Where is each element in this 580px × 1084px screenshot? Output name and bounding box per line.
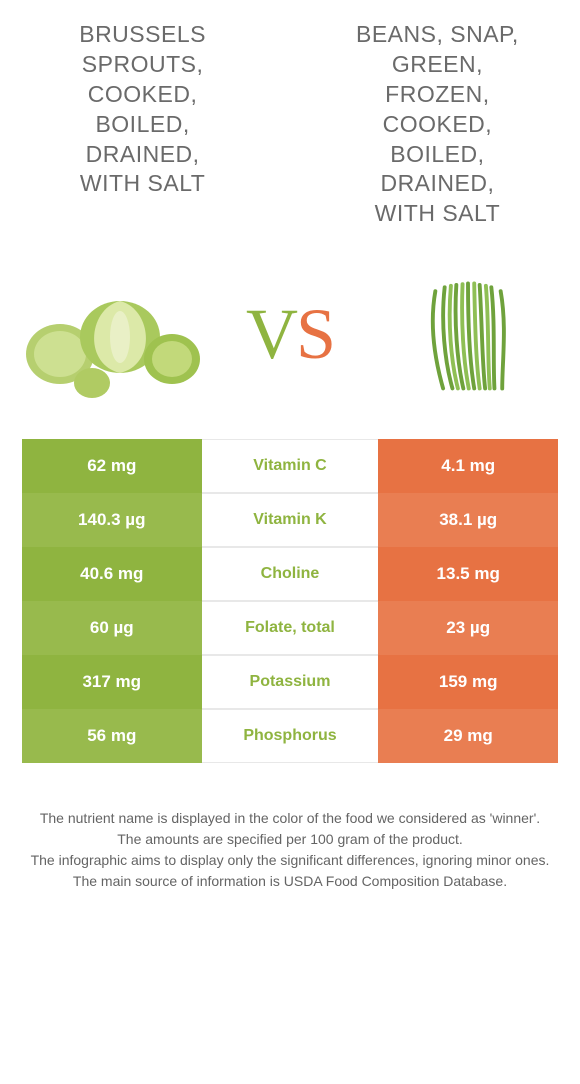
table-row: 140.3 µgVitamin K38.1 µg [22, 493, 558, 547]
footer-line-1: The nutrient name is displayed in the co… [26, 809, 554, 828]
table-row: 60 µgFolate, total23 µg [22, 601, 558, 655]
nutrient-name: Vitamin K [202, 493, 379, 547]
vs-s: S [296, 294, 334, 374]
vs-row: VS [22, 259, 558, 409]
right-value: 4.1 mg [378, 439, 558, 493]
left-value: 62 mg [22, 439, 202, 493]
right-value: 13.5 mg [378, 547, 558, 601]
nutrient-name: Vitamin C [202, 439, 379, 493]
green-beans-icon [398, 259, 538, 409]
right-value: 29 mg [378, 709, 558, 763]
left-value: 60 µg [22, 601, 202, 655]
titles-row: BRUSSELS SPROUTS, COOKED, BOILED, DRAINE… [22, 20, 558, 229]
brussels-sprouts-icon [22, 259, 202, 409]
vs-label: VS [246, 293, 334, 376]
left-food-image [22, 259, 202, 409]
right-value: 159 mg [378, 655, 558, 709]
right-food-title: BEANS, SNAP, GREEN, FROZEN, COOKED, BOIL… [317, 20, 558, 229]
footer-notes: The nutrient name is displayed in the co… [22, 809, 558, 891]
right-value: 38.1 µg [378, 493, 558, 547]
left-value: 140.3 µg [22, 493, 202, 547]
nutrient-name: Potassium [202, 655, 379, 709]
table-row: 62 mgVitamin C4.1 mg [22, 439, 558, 493]
vs-v: V [246, 294, 296, 374]
table-row: 317 mgPotassium159 mg [22, 655, 558, 709]
footer-line-4: The main source of information is USDA F… [26, 872, 554, 891]
left-value: 40.6 mg [22, 547, 202, 601]
left-value: 56 mg [22, 709, 202, 763]
table-row: 56 mgPhosphorus29 mg [22, 709, 558, 763]
right-food-image [378, 259, 558, 409]
left-value: 317 mg [22, 655, 202, 709]
nutrient-name: Folate, total [202, 601, 379, 655]
comparison-infographic: BRUSSELS SPROUTS, COOKED, BOILED, DRAINE… [0, 0, 580, 891]
footer-line-2: The amounts are specified per 100 gram o… [26, 830, 554, 849]
table-row: 40.6 mgCholine13.5 mg [22, 547, 558, 601]
right-value: 23 µg [378, 601, 558, 655]
footer-line-3: The infographic aims to display only the… [26, 851, 554, 870]
nutrient-table: 62 mgVitamin C4.1 mg140.3 µgVitamin K38.… [22, 439, 558, 763]
left-food-title: BRUSSELS SPROUTS, COOKED, BOILED, DRAINE… [22, 20, 263, 229]
nutrient-name: Choline [202, 547, 379, 601]
nutrient-name: Phosphorus [202, 709, 379, 763]
